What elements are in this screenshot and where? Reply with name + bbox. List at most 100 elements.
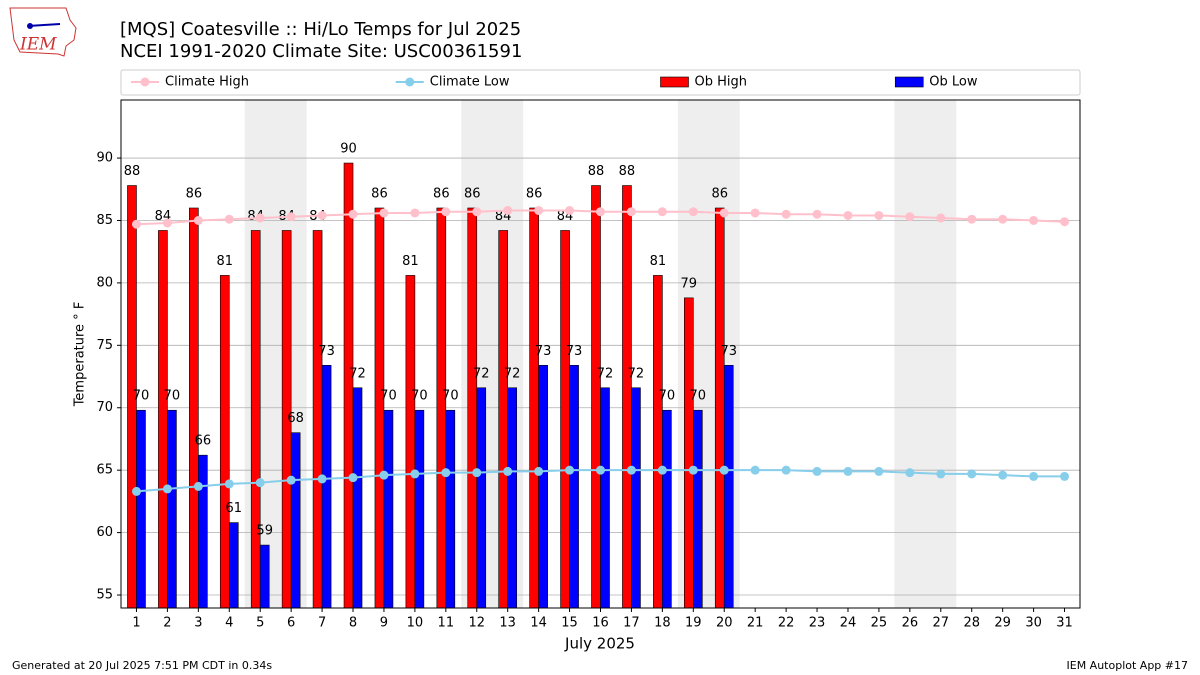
data-label: 86 <box>371 186 388 201</box>
climate-point <box>905 468 915 478</box>
data-label: 88 <box>124 164 141 179</box>
climate-point <box>1029 471 1039 481</box>
bar <box>631 387 641 609</box>
data-label: 70 <box>380 389 397 404</box>
x-tick-label: 11 <box>438 616 455 631</box>
climate-point <box>193 215 203 225</box>
y-tick-label: 55 <box>96 588 113 603</box>
y-tick-label: 90 <box>96 151 113 166</box>
legend-marker <box>140 77 150 87</box>
bar <box>250 230 261 609</box>
weekend-shade <box>894 100 957 608</box>
data-label: 61 <box>226 501 243 516</box>
x-tick-label: 22 <box>778 616 795 631</box>
data-label: 79 <box>681 276 698 291</box>
bar <box>684 297 694 609</box>
x-tick-label: 25 <box>871 616 888 631</box>
climate-point <box>255 478 265 488</box>
climate-point <box>503 205 513 215</box>
climate-point <box>936 213 946 223</box>
y-tick-label: 85 <box>96 213 113 228</box>
data-label: 72 <box>504 366 521 381</box>
climate-point <box>874 210 884 220</box>
climate-point <box>379 208 389 218</box>
bar <box>476 387 487 609</box>
climate-point <box>348 473 358 483</box>
data-label: 88 <box>619 164 636 179</box>
bar <box>290 432 301 609</box>
climate-point <box>503 466 513 476</box>
bar <box>259 544 270 609</box>
data-label: 73 <box>535 344 552 359</box>
bar <box>723 364 734 609</box>
climate-point <box>596 465 605 475</box>
climate-point <box>410 208 420 218</box>
legend-label: Ob Low <box>929 75 978 90</box>
climate-point <box>379 470 389 480</box>
x-tick-label: 30 <box>1025 616 1042 631</box>
legend-swatch <box>894 76 924 88</box>
data-label: 86 <box>433 186 450 201</box>
legend-item: Ob High <box>660 75 747 90</box>
bar <box>414 409 425 609</box>
climate-point <box>534 205 544 215</box>
climate-point <box>967 469 977 479</box>
climate-point <box>410 469 420 479</box>
x-tick-label: 29 <box>994 616 1011 631</box>
x-tick-label: 24 <box>840 616 857 631</box>
x-tick-label: 20 <box>716 616 733 631</box>
climate-point <box>998 470 1008 480</box>
x-tick-label: 19 <box>685 616 702 631</box>
y-axis-label: Temperature ° F <box>73 302 88 408</box>
bar <box>538 364 548 609</box>
bar <box>591 185 601 609</box>
chart-title: [MQS] Coatesville :: Hi/Lo Temps for Jul… <box>120 19 521 40</box>
bar <box>529 207 539 609</box>
x-tick-label: 12 <box>468 616 485 631</box>
x-tick-label: 3 <box>194 616 202 631</box>
legend-marker <box>405 77 415 87</box>
y-tick-label: 60 <box>96 525 113 540</box>
data-label: 86 <box>464 186 481 201</box>
data-label: 73 <box>318 344 335 359</box>
climate-point <box>812 466 822 476</box>
logo-text: IEM <box>19 35 57 55</box>
data-label: 72 <box>597 366 614 381</box>
data-label: 81 <box>217 254 234 269</box>
legend-item: Climate High <box>131 75 249 90</box>
climate-point <box>1029 215 1039 225</box>
bar <box>219 275 230 609</box>
bar <box>507 387 517 609</box>
climate-point <box>255 213 265 223</box>
y-tick-label: 70 <box>96 400 113 415</box>
bar <box>352 387 363 609</box>
climate-point <box>317 210 327 220</box>
data-label: 70 <box>164 389 181 404</box>
data-label: 72 <box>628 366 645 381</box>
y-tick-label: 75 <box>96 338 113 353</box>
x-tick-label: 16 <box>592 616 609 631</box>
data-label: 73 <box>566 344 583 359</box>
climate-point <box>472 468 482 478</box>
logo: IEM <box>9 7 77 57</box>
bar <box>498 230 508 609</box>
bar <box>445 409 456 609</box>
climate-point <box>812 209 822 219</box>
x-tick-label: 18 <box>654 616 671 631</box>
bar <box>374 207 385 609</box>
bar <box>312 230 323 609</box>
climate-point <box>843 210 853 220</box>
bar <box>662 409 672 609</box>
climate-point <box>193 481 203 491</box>
data-label: 81 <box>402 254 419 269</box>
climate-point <box>1060 217 1070 227</box>
data-label: 86 <box>186 186 203 201</box>
climate-point <box>936 469 946 479</box>
data-label: 70 <box>659 389 676 404</box>
climate-point <box>131 219 141 229</box>
plot-frame <box>120 99 1081 609</box>
data-label: 86 <box>711 186 728 201</box>
data-label: 70 <box>690 389 707 404</box>
x-tick-label: 31 <box>1056 616 1073 631</box>
climate-point <box>781 209 791 219</box>
